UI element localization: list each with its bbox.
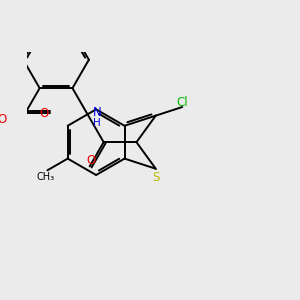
Text: O: O bbox=[0, 113, 6, 126]
Text: H: H bbox=[93, 118, 100, 128]
Text: N: N bbox=[93, 106, 102, 119]
Text: O: O bbox=[87, 154, 96, 167]
Text: S: S bbox=[152, 171, 159, 184]
Text: Cl: Cl bbox=[176, 96, 188, 109]
Text: O: O bbox=[40, 107, 49, 120]
Text: CH₃: CH₃ bbox=[37, 172, 55, 182]
